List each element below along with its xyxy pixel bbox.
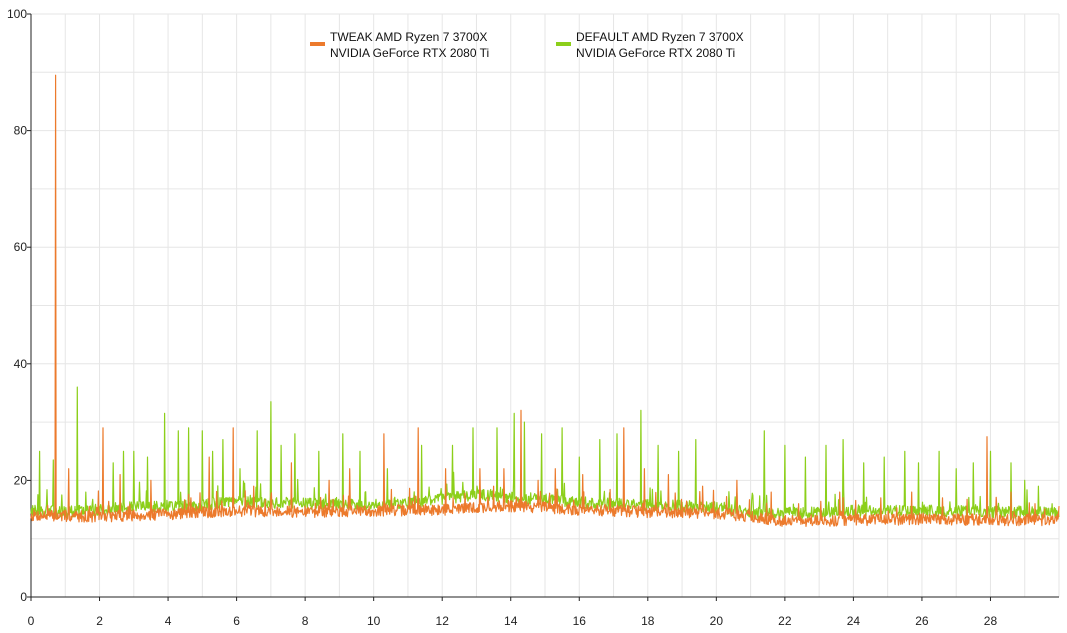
y-tick-label: 100: [7, 7, 27, 21]
legend-swatch: [310, 42, 325, 46]
x-tick-label: 20: [710, 614, 724, 628]
x-tick-label: 6: [233, 614, 240, 628]
chart-axes: [27, 14, 1059, 601]
x-tick-label: 10: [367, 614, 381, 628]
legend-label-line1: TWEAK AMD Ryzen 7 3700X: [330, 30, 487, 44]
x-tick-label: 24: [847, 614, 861, 628]
legend-swatch: [556, 42, 571, 46]
x-axis-ticks: 0 2 4 6 8 10 12 14 16 18 20 22 24 26 28: [28, 597, 998, 628]
chart-series: [30, 74, 1060, 527]
legend-label-line2: NVIDIA GeForce RTX 2080 Ti: [576, 46, 735, 60]
y-tick-label: 40: [14, 357, 28, 371]
y-tick-label: 80: [14, 124, 28, 138]
x-tick-label: 12: [436, 614, 450, 628]
series-line-tweak: [30, 74, 1060, 527]
x-tick-label: 14: [504, 614, 518, 628]
x-tick-label: 18: [641, 614, 655, 628]
x-tick-label: 2: [96, 614, 103, 628]
x-tick-label: 0: [28, 614, 35, 628]
x-tick-label: 28: [984, 614, 998, 628]
x-tick-label: 16: [573, 614, 587, 628]
y-tick-label: 60: [14, 240, 28, 254]
x-tick-label: 22: [778, 614, 792, 628]
series-line-default: [30, 386, 1060, 520]
y-axis-ticks: 0 20 40 60 80 100: [7, 7, 31, 604]
y-tick-label: 0: [20, 590, 27, 604]
x-tick-label: 26: [915, 614, 929, 628]
x-tick-label: 4: [165, 614, 172, 628]
y-tick-label: 20: [14, 473, 28, 487]
chart-legend: TWEAK AMD Ryzen 7 3700X NVIDIA GeForce RT…: [310, 30, 744, 60]
legend-label-line1: DEFAULT AMD Ryzen 7 3700X: [576, 30, 744, 44]
x-tick-label: 8: [302, 614, 309, 628]
legend-label-line2: NVIDIA GeForce RTX 2080 Ti: [330, 46, 489, 60]
